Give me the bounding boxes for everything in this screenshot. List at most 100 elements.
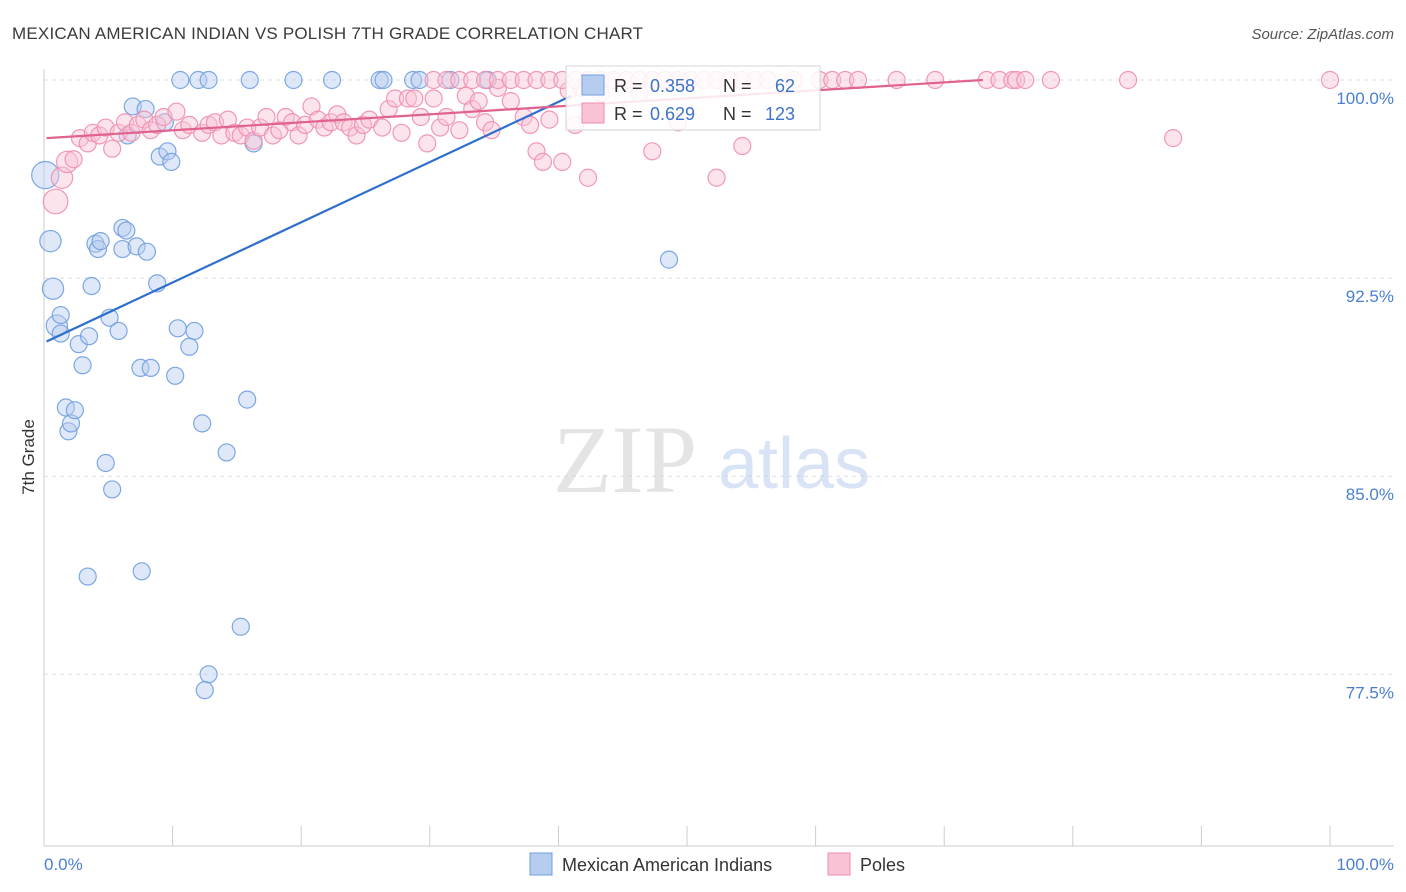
poles-point-79 <box>643 142 662 161</box>
mexican-american-indians-point-9 <box>65 401 84 420</box>
y-tick-labels: 100.0% 92.5% 85.0% 77.5% <box>1336 89 1394 702</box>
y-tick-label-2: 85.0% <box>1346 485 1394 504</box>
stats-n-label-2: N = <box>723 104 752 124</box>
mexican-american-indians-point-20 <box>109 321 128 341</box>
watermark-atlas: atlas <box>718 424 870 504</box>
mexican-american-indians-point-47 <box>78 567 97 586</box>
stats-r-value-1: 0.358 <box>650 76 695 96</box>
poles-point-45 <box>347 126 366 145</box>
mexican-american-indians-point-23 <box>117 221 136 240</box>
watermark: ZIP atlas <box>553 406 870 513</box>
mexican-american-indians-point-16 <box>91 232 110 251</box>
mexican-american-indians-point-48 <box>132 562 151 581</box>
poles-point-48 <box>373 118 392 137</box>
mexican-american-indians-point-51 <box>199 70 218 90</box>
poles-point-76 <box>578 168 598 187</box>
mexican-american-indians-point-52 <box>240 70 259 90</box>
poles-point-3 <box>64 150 83 169</box>
mexican-american-indians-point-36 <box>166 366 185 385</box>
y-axis-label: 7th Grade <box>19 419 38 495</box>
stats-box-frame <box>565 65 821 131</box>
poles-point-123 <box>1118 70 1138 90</box>
poles-point-84 <box>437 70 456 90</box>
mexican-american-indians-point-49 <box>171 70 190 90</box>
poles-point-53 <box>405 89 424 108</box>
mexican-american-indians-point-41 <box>217 443 236 462</box>
mexican-american-indians-point-46 <box>195 681 214 700</box>
mexican-american-indians-point-54 <box>322 70 342 90</box>
mexican-american-indians-point-13 <box>82 276 101 296</box>
stats-n-label-1: N = <box>723 76 752 96</box>
poles-point-62 <box>469 92 488 111</box>
poles-point-124 <box>1320 70 1340 90</box>
poles-point-57 <box>430 118 450 137</box>
mexican-american-indians-point-39 <box>185 321 204 341</box>
y-tick-label-3: 77.5% <box>1346 683 1394 702</box>
poles-point-114 <box>848 70 868 90</box>
stats-r-label-2: R = <box>614 104 643 124</box>
mexican-american-indians-point-61 <box>659 250 679 269</box>
x-axis-ticks <box>43 826 1331 846</box>
mexican-american-indians-point-34 <box>158 142 177 161</box>
points-layer <box>31 70 1340 700</box>
poles-point-91 <box>527 70 546 90</box>
poles-point-121 <box>1016 70 1035 90</box>
mexican-american-indians-point-38 <box>180 337 199 356</box>
mexican-american-indians-point-55 <box>370 70 389 90</box>
poles-point-18 <box>167 102 186 121</box>
watermark-zip: ZIP <box>553 406 697 513</box>
mexican-american-indians-point-4 <box>51 305 70 325</box>
poles-point-83 <box>424 70 443 90</box>
poles-point-72 <box>553 152 572 171</box>
poles-point-81 <box>707 168 726 187</box>
poles-point-116 <box>926 70 945 90</box>
stats-n-value-2: 123 <box>765 104 795 124</box>
stats-swatch-blue <box>581 74 605 96</box>
mexican-american-indians-point-45 <box>199 665 218 684</box>
poles-point-85 <box>450 70 469 90</box>
legend: Mexican American Indians Poles <box>529 852 905 876</box>
poles-point-122 <box>1041 70 1061 90</box>
mexican-american-indians-point-35 <box>162 152 181 171</box>
poles-point-90 <box>514 70 533 90</box>
mexican-american-indians-point-57 <box>403 70 423 90</box>
mexican-american-indians-point-53 <box>284 70 303 90</box>
x-tick-label-min: 0.0% <box>44 855 83 874</box>
mexican-american-indians-point-11 <box>73 356 92 375</box>
poles-point-70 <box>533 152 553 171</box>
mexican-american-indians-point-19 <box>103 480 122 499</box>
poles-point-58 <box>437 107 456 127</box>
mexican-american-indians-point-12 <box>79 327 99 346</box>
stats-swatch-pink <box>581 102 605 124</box>
poles-point-86 <box>463 70 482 90</box>
poles-point-68 <box>521 115 540 135</box>
poles-point-87 <box>475 70 495 90</box>
mexican-american-indians-point-2 <box>41 277 65 300</box>
mexican-american-indians-point-37 <box>168 319 187 338</box>
legend-label-mexican-american-indians: Mexican American Indians <box>562 855 772 875</box>
mexican-american-indians-point-30 <box>141 358 160 378</box>
mexican-american-indians-point-50 <box>189 70 208 90</box>
poles-point-92 <box>540 70 559 90</box>
stats-r-label-1: R = <box>614 76 643 96</box>
poles-point-51 <box>392 123 411 142</box>
poles-point-55 <box>418 134 437 153</box>
x-tick-label-max: 100.0% <box>1336 855 1394 874</box>
mexican-american-indians-point-27 <box>131 358 150 378</box>
chart-title: MEXICAN AMERICAN INDIAN VS POLISH 7TH GR… <box>12 24 643 43</box>
poles-point-71 <box>540 110 559 129</box>
poles-point-52 <box>398 89 418 108</box>
poles-point-59 <box>450 121 469 140</box>
mexican-american-indians-trend-line <box>46 94 572 343</box>
poles-point-89 <box>501 70 520 90</box>
mexican-american-indians-point-26 <box>127 237 146 256</box>
mexican-american-indians-point-29 <box>137 242 156 261</box>
chart-source: Source: ZipAtlas.com <box>1251 26 1394 43</box>
mexican-american-indians-point-43 <box>238 390 257 409</box>
poles-trend-line <box>46 78 983 140</box>
poles-point-54 <box>411 107 430 127</box>
poles-point-56 <box>424 89 443 108</box>
poles-point-50 <box>385 89 405 108</box>
mexican-american-indians-point-21 <box>113 239 132 259</box>
